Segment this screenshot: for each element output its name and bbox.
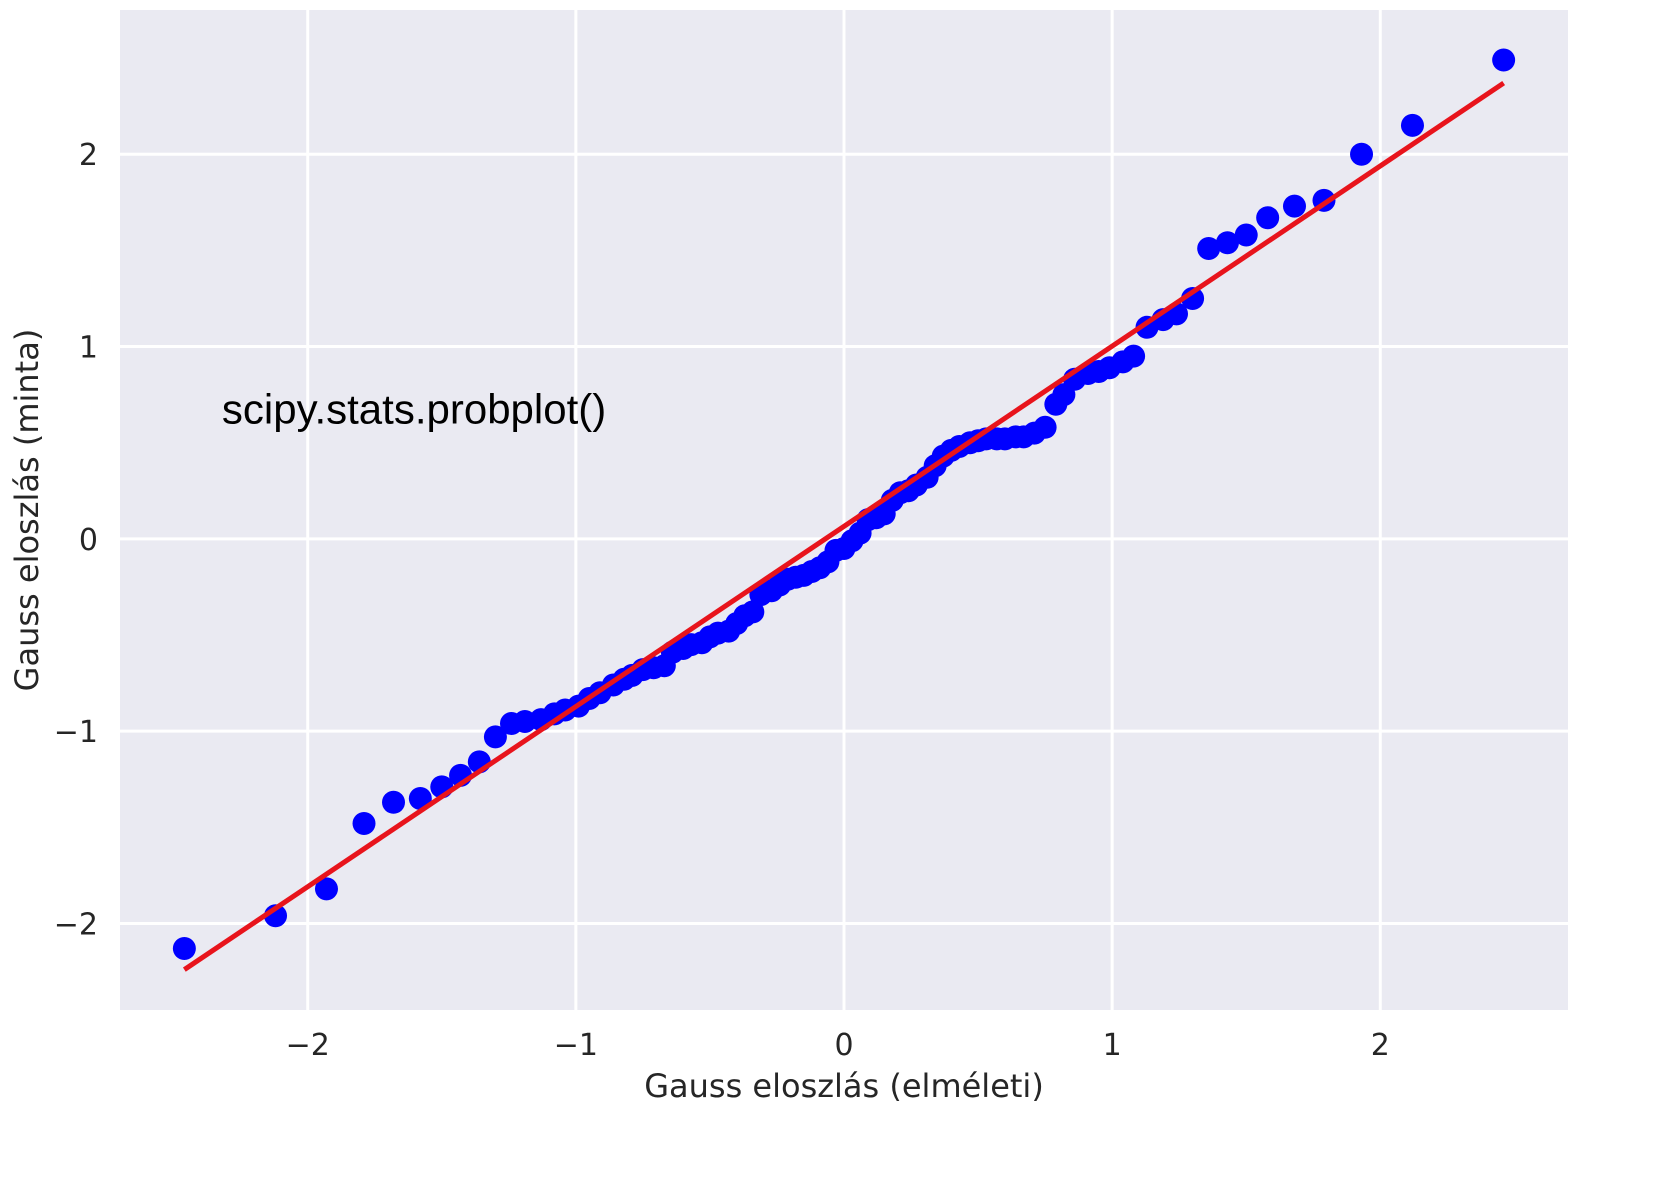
scatter-point xyxy=(1282,194,1306,218)
scatter-point xyxy=(1234,223,1258,247)
y-tick-label: −2 xyxy=(54,907,98,942)
y-tick-label: −1 xyxy=(54,715,98,750)
x-tick-label: 1 xyxy=(1103,1028,1122,1063)
scatter-point xyxy=(1033,415,1057,439)
x-tick-label: 2 xyxy=(1371,1028,1390,1063)
scatter-point xyxy=(382,790,406,814)
scatter-point xyxy=(172,936,196,960)
scatter-point xyxy=(1181,286,1205,310)
fit-line xyxy=(182,81,1506,972)
y-axis-label: Gauss eloszlás (minta) xyxy=(8,329,46,692)
y-tick-label: 2 xyxy=(79,138,98,173)
scatter-point xyxy=(1350,142,1374,166)
grid-lines xyxy=(120,10,1568,1010)
y-tick-label: 0 xyxy=(79,523,98,558)
x-tick-label: −1 xyxy=(554,1028,598,1063)
scatter-point xyxy=(314,877,338,901)
scatter-point xyxy=(483,725,507,749)
scatter-point xyxy=(1256,206,1280,230)
x-tick-label: 0 xyxy=(834,1028,853,1063)
scatter-point xyxy=(1492,48,1516,72)
scatter-point xyxy=(741,600,765,624)
fit-line-layer xyxy=(182,81,1506,972)
scatter-point xyxy=(1400,113,1424,137)
x-axis-label: Gauss eloszlás (elméleti) xyxy=(644,1067,1044,1105)
scatter-point xyxy=(1215,231,1239,255)
scatter-point xyxy=(352,811,376,835)
probplot-annotation: scipy.stats.probplot() xyxy=(222,385,606,432)
scatter-point xyxy=(1122,344,1146,368)
y-tick-label: 1 xyxy=(79,331,98,366)
scatter-point xyxy=(1197,236,1221,260)
x-tick-label: −2 xyxy=(286,1028,330,1063)
tick-labels: −2 −1 0 1 2 −2 −1 0 1 2 xyxy=(54,138,1390,1063)
